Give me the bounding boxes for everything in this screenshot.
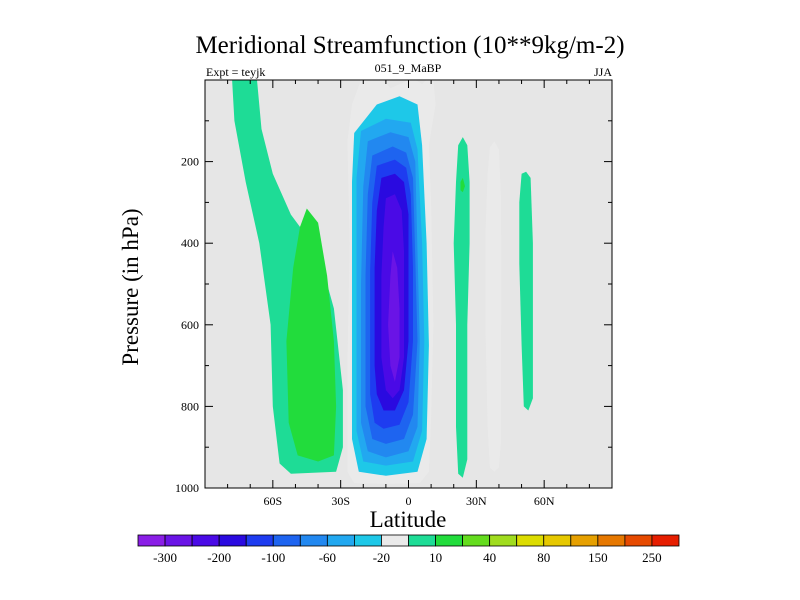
colorbar-swatch [462, 534, 491, 547]
colorbar-swatch [516, 534, 545, 547]
colorbar-label: -100 [261, 550, 285, 565]
x-tick-label: 0 [406, 494, 412, 508]
colorbar-swatch [570, 534, 599, 547]
colorbar-label: 150 [588, 550, 608, 565]
x-axis-label: Latitude [370, 507, 447, 532]
x-tick-label: 60S [263, 494, 282, 508]
colorbar-swatch [597, 534, 626, 547]
colorbar-swatch [326, 534, 355, 547]
colorbar-label: -300 [153, 550, 177, 565]
colorbar-swatch [624, 534, 653, 547]
colorbar-swatch [489, 534, 518, 547]
colorbar-swatch [137, 534, 166, 547]
contour-nh-pos-20 [460, 177, 465, 193]
colorbar-label: -200 [207, 550, 231, 565]
colorbar-label: -60 [319, 550, 336, 565]
colorbar-swatch [218, 534, 247, 547]
x-tick-label: 60N [534, 494, 555, 508]
contour-sh-core-20 [286, 208, 337, 462]
x-tick-label: 30S [331, 494, 350, 508]
colorbar-swatch [191, 534, 220, 547]
colorbar-swatch [299, 534, 328, 547]
colorbar-swatch [381, 534, 409, 547]
run-label: 051_9_MaBP [375, 61, 442, 75]
y-tick-label: 200 [181, 155, 199, 169]
contour-nh-neg-10 [485, 141, 502, 472]
colorbar-swatch [435, 534, 463, 547]
colorbar-swatch [543, 534, 572, 547]
colorbar-label: 10 [429, 550, 442, 565]
axis-ticks: 60S 30S 0 30N 60N 200 400 600 800 1000 [175, 80, 613, 508]
colorbar-label: 250 [642, 550, 662, 565]
y-axis-label: Pressure (in hPa) [118, 208, 143, 365]
experiment-label: Expt = teyjk [206, 65, 265, 79]
colorbar-swatch [164, 534, 193, 547]
chart-title: Meridional Streamfunction (10**9kg/m-2) [195, 32, 624, 59]
y-tick-label: 1000 [175, 481, 199, 495]
contour-hadley-minus-250 [388, 251, 400, 382]
contour-layer [232, 80, 533, 484]
y-tick-label: 600 [181, 318, 199, 332]
colorbar-swatch [272, 534, 301, 547]
colorbar-swatch [408, 534, 436, 547]
y-tick-label: 400 [181, 236, 199, 250]
colorbar-label: -20 [373, 550, 390, 565]
colorbar-swatch [651, 534, 680, 547]
colorbar: -300 -200 -100 -60 -20 10 40 80 150 250 [137, 534, 680, 565]
season-label: JJA [594, 65, 612, 79]
colorbar-label: 40 [483, 550, 496, 565]
colorbar-label: 80 [537, 550, 550, 565]
colorbar-swatch [245, 534, 274, 547]
y-tick-label: 800 [181, 399, 199, 413]
colorbar-swatch [353, 534, 382, 547]
contour-nh-pos-10 [453, 137, 470, 478]
contour-nh-pos-50n [519, 171, 533, 411]
x-tick-label: 30N [466, 494, 487, 508]
